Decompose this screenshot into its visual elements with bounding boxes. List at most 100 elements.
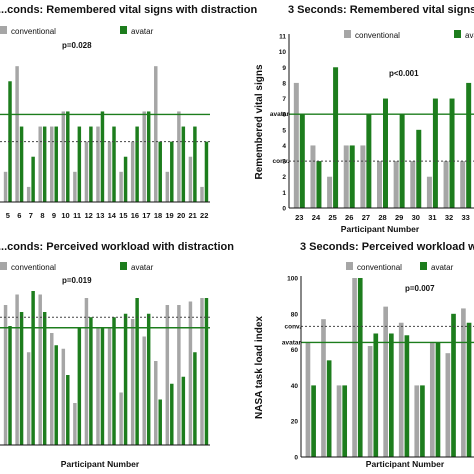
bar-conventional xyxy=(200,298,204,445)
bar-conventional xyxy=(96,327,100,445)
bar-conventional xyxy=(327,176,333,208)
legend-label-avatar: avatar xyxy=(131,27,154,36)
bar-avatar xyxy=(31,291,35,445)
legend-swatch-avatar xyxy=(120,262,127,270)
chart-title: 3 Seconds: Remembered vital signs xyxy=(288,4,474,16)
bar-conventional xyxy=(38,294,42,445)
legend-swatch-avatar xyxy=(120,26,127,34)
y-tick-label: 2 xyxy=(282,174,286,181)
bar-conventional xyxy=(343,145,349,208)
bar-conventional xyxy=(154,361,158,445)
bar-conventional xyxy=(293,82,299,208)
bar-conventional xyxy=(177,305,181,445)
bar-conventional xyxy=(352,278,357,457)
chart-panel-bottom-right: 3 Seconds: Perceived workload wit... conv… xyxy=(254,241,474,469)
bar-conventional xyxy=(460,161,466,208)
bar-avatar xyxy=(100,327,105,445)
bar-conventional xyxy=(200,186,204,202)
bar-avatar xyxy=(135,126,139,202)
x-tick-label: 12 xyxy=(84,211,92,220)
x-tick-label: 30 xyxy=(412,213,420,222)
bar-avatar xyxy=(146,111,151,202)
bar-avatar xyxy=(89,317,93,445)
y-tick-label: 7 xyxy=(282,96,286,103)
bar-conventional xyxy=(461,308,466,457)
x-tick-label: 33 xyxy=(462,213,470,222)
chart-title: ...conds: Remembered vital signs with di… xyxy=(0,4,257,16)
bar-avatar xyxy=(193,126,197,202)
bar-avatar xyxy=(54,345,58,445)
bar-avatar xyxy=(357,278,363,457)
bar-avatar xyxy=(449,98,455,208)
legend-swatch-conventional xyxy=(0,262,7,270)
bar-conventional xyxy=(360,145,366,208)
bar-conventional xyxy=(310,145,316,208)
y-tick-label: 4 xyxy=(282,143,286,150)
bar-avatar xyxy=(466,322,472,457)
legend-label-avatar: avatar xyxy=(465,31,474,40)
bar-avatar xyxy=(373,333,379,457)
bar-conventional xyxy=(3,305,8,445)
bar-avatar xyxy=(19,312,24,445)
bar-conventional xyxy=(96,126,100,202)
legend-swatch-conventional xyxy=(346,262,353,270)
bar-avatar xyxy=(204,298,209,445)
bar-conventional xyxy=(142,336,146,445)
x-tick-label: 16 xyxy=(131,211,139,220)
bar-avatar xyxy=(193,352,197,445)
y-tick-label: 100 xyxy=(287,276,298,283)
legend-label-avatar: avatar xyxy=(431,263,454,272)
bar-avatar xyxy=(54,126,58,202)
bar-conventional xyxy=(426,176,432,208)
bar-avatar xyxy=(112,126,116,202)
bar-conventional xyxy=(50,126,54,202)
bar-avatar xyxy=(135,298,139,445)
bar-avatar xyxy=(112,317,116,445)
bar-avatar xyxy=(123,313,128,445)
x-tick-label: 21 xyxy=(188,211,196,220)
x-tick-label: 14 xyxy=(108,211,117,220)
bar-avatar xyxy=(435,342,441,457)
chart-title: ...conds: Perceived workload with distra… xyxy=(0,241,234,253)
y-tick-label: 10 xyxy=(279,49,287,56)
reference-line-label: avatar xyxy=(270,111,290,118)
bar-conventional xyxy=(321,319,326,457)
bar-conventional xyxy=(119,392,123,445)
x-tick-label: 11 xyxy=(73,211,81,220)
bar-conventional xyxy=(410,161,416,208)
bar-avatar xyxy=(146,313,151,445)
y-tick-label: 60 xyxy=(291,347,299,354)
bar-avatar xyxy=(416,129,422,208)
y-tick-label: 0 xyxy=(294,455,298,462)
bar-avatar xyxy=(77,126,82,202)
legend-label-conventional: conventional xyxy=(11,27,56,36)
bar-conventional xyxy=(188,301,193,445)
bar-avatar xyxy=(451,313,456,457)
y-axis-label: Remembered vital signs xyxy=(254,64,265,179)
reference-line-label: conv. xyxy=(273,158,290,165)
bar-conventional xyxy=(119,171,123,202)
y-axis-label: NASA task load index xyxy=(254,316,265,419)
bar-avatar xyxy=(8,326,12,445)
x-tick-label: 18 xyxy=(154,211,162,220)
bar-conventional xyxy=(429,342,435,457)
x-tick-label: 31 xyxy=(428,213,436,222)
bar-conventional xyxy=(393,161,399,208)
bar-conventional xyxy=(73,403,77,445)
y-tick-label: 40 xyxy=(291,383,299,390)
x-tick-label: 13 xyxy=(96,211,104,220)
x-tick-label: 20 xyxy=(177,211,185,220)
bar-conventional xyxy=(336,385,342,457)
x-tick-label: 9 xyxy=(52,211,56,220)
reference-line-label: conv. xyxy=(285,323,302,330)
y-tick-label: 0 xyxy=(282,206,286,213)
bar-conventional xyxy=(84,298,89,445)
bar-avatar xyxy=(170,383,174,445)
bar-conventional xyxy=(383,306,388,457)
bar-conventional xyxy=(142,111,146,202)
bar-avatar xyxy=(432,98,438,208)
y-tick-label: 11 xyxy=(279,34,286,41)
bar-conventional xyxy=(398,322,404,457)
y-tick-label: 9 xyxy=(282,65,286,72)
bar-avatar xyxy=(66,375,70,445)
